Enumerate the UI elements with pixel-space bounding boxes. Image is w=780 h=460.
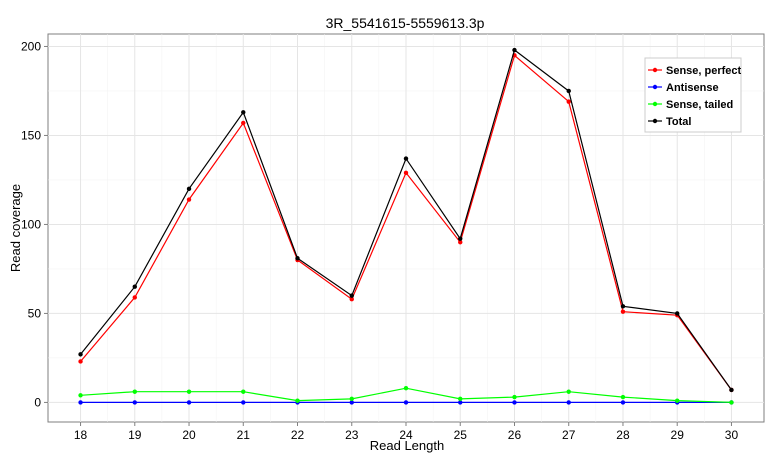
data-point-antisense <box>458 400 463 405</box>
data-point-sense-tailed <box>295 398 300 403</box>
x-tick-label: 22 <box>291 428 305 442</box>
data-point-sense-tailed <box>566 389 571 394</box>
data-point-total <box>241 110 246 115</box>
legend-label: Total <box>666 116 691 128</box>
y-tick-label: 100 <box>21 217 41 231</box>
data-point-sense-perfect <box>349 296 354 302</box>
legend: Sense, perfect Antisense Sense, tailed Tota… <box>644 57 742 133</box>
x-tick-label: 18 <box>74 428 88 442</box>
y-axis: 0 50 100 150 200 <box>21 39 48 409</box>
data-point-antisense <box>78 400 83 405</box>
y-tick-label: 0 <box>34 395 41 409</box>
y-tick-label: 200 <box>21 39 41 53</box>
x-tick-label: 30 <box>725 428 739 442</box>
data-point-total <box>349 293 354 298</box>
x-tick-label: 20 <box>182 428 196 442</box>
data-point-total <box>186 186 192 192</box>
x-tick-label: 19 <box>128 428 142 442</box>
data-point-sense-tailed <box>512 394 517 400</box>
legend-key-point <box>652 67 658 73</box>
data-point-antisense <box>566 400 571 405</box>
x-tick-label: 25 <box>454 428 468 442</box>
x-tick-label: 29 <box>671 428 685 442</box>
data-point-antisense <box>512 400 517 405</box>
grid-major <box>48 34 764 422</box>
data-point-total <box>403 156 409 161</box>
data-point-antisense <box>620 400 626 405</box>
legend-label: Antisense <box>666 82 719 94</box>
data-point-sense-tailed <box>132 389 137 394</box>
data-point-sense-perfect <box>403 170 409 176</box>
data-point-sense-tailed <box>620 394 626 400</box>
data-point-sense-tailed <box>675 398 680 403</box>
legend-label: Sense, tailed <box>666 99 733 111</box>
data-point-antisense <box>403 400 409 405</box>
chart-title: 3R_5541615-5559613.3p <box>326 15 485 31</box>
data-point-sense-tailed <box>458 396 463 402</box>
data-point-total <box>132 284 137 289</box>
x-tick-label: 24 <box>399 428 413 442</box>
data-point-sense-perfect <box>186 197 192 202</box>
x-tick-label: 28 <box>616 428 630 442</box>
x-tick-label: 26 <box>508 428 522 442</box>
y-axis-title: Read coverage <box>8 184 23 272</box>
y-tick-label: 150 <box>21 128 41 142</box>
series-layer <box>78 47 734 405</box>
data-point-total <box>620 304 626 309</box>
legend-label: Sense, perfect <box>666 65 742 77</box>
legend-key-point <box>652 101 658 107</box>
x-tick-label: 27 <box>562 428 576 442</box>
data-point-total <box>458 236 463 241</box>
data-point-sense-tailed <box>78 393 83 398</box>
data-point-antisense <box>241 400 246 405</box>
x-tick-label: 23 <box>345 428 359 442</box>
data-point-sense-perfect <box>458 240 463 245</box>
data-point-antisense <box>349 400 354 405</box>
data-point-antisense <box>186 400 192 405</box>
data-point-sense-tailed <box>186 389 192 394</box>
data-point-antisense <box>132 400 137 405</box>
x-axis-title: Read Length <box>370 438 444 453</box>
data-point-sense-tailed <box>349 396 354 402</box>
y-tick-label: 50 <box>28 306 42 320</box>
x-tick-label: 21 <box>237 428 251 442</box>
data-point-total <box>729 387 734 393</box>
data-point-total <box>512 47 517 53</box>
data-point-sense-tailed <box>729 400 734 405</box>
data-point-total <box>675 311 680 316</box>
data-point-sense-perfect <box>78 359 83 364</box>
data-point-total <box>566 88 571 94</box>
data-point-total <box>78 352 83 357</box>
data-point-sense-perfect <box>566 99 571 104</box>
data-point-sense-perfect <box>620 309 626 314</box>
data-point-sense-tailed <box>241 389 246 394</box>
legend-key-point <box>652 118 658 124</box>
data-point-sense-perfect <box>241 120 246 126</box>
x-axis: 18 19 20 21 22 23 24 25 26 27 28 29 30 <box>74 422 739 442</box>
data-point-sense-tailed <box>403 385 409 391</box>
legend-key-point <box>652 84 658 90</box>
data-point-total <box>295 256 300 261</box>
data-point-sense-perfect <box>132 295 137 300</box>
